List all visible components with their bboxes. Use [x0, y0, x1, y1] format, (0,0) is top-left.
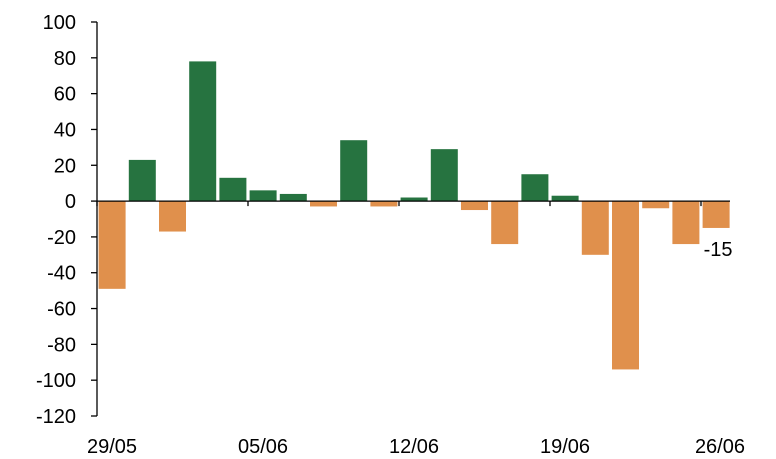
bar-17	[612, 201, 639, 370]
data-labels: -15	[704, 239, 733, 261]
bar-2	[159, 201, 186, 232]
bar-18	[642, 201, 670, 209]
bar-3	[189, 61, 217, 202]
bar-1	[128, 159, 156, 202]
bar-7	[310, 201, 337, 207]
y-tick-label: -60	[47, 299, 76, 321]
y-tick-label: 40	[54, 119, 76, 141]
y-tick-label: -100	[36, 370, 76, 392]
x-tick-label: 29/05	[87, 436, 137, 458]
bar-6	[279, 193, 307, 202]
x-tick-label: 26/06	[695, 436, 745, 458]
bar-20	[702, 201, 730, 228]
bar-14	[521, 174, 549, 202]
x-tick-label: 05/06	[238, 436, 288, 458]
bar-5	[249, 190, 277, 202]
y-tick-label: -120	[36, 406, 76, 428]
y-tick-label: 60	[54, 84, 76, 106]
bar-16	[581, 201, 609, 255]
x-tick-label: 12/06	[389, 436, 439, 458]
x-axis-labels: 29/05 05/06 12/06 19/06 26/06	[87, 436, 745, 458]
y-tick-label: 20	[54, 155, 76, 177]
zero-line	[96, 200, 730, 207]
bar-10	[400, 197, 428, 202]
y-tick-label: 0	[65, 191, 76, 213]
y-tick-label: -40	[47, 263, 76, 285]
y-tick-label: -20	[47, 227, 76, 249]
data-label: -15	[704, 239, 733, 261]
y-tick-label: 80	[54, 48, 76, 70]
x-tick-label: 19/06	[540, 436, 590, 458]
bar-19	[672, 201, 700, 245]
bar-4	[219, 177, 247, 202]
y-tick-label: -80	[47, 334, 76, 356]
bar-11	[430, 149, 458, 202]
y-axis: 100 80 60 40 20 0 -20 -40 -60 -80 -100 -120	[36, 12, 98, 428]
bar-13	[491, 201, 519, 245]
bar-9	[370, 201, 398, 207]
bar-15	[551, 195, 579, 202]
bar-12	[461, 201, 488, 211]
bars	[98, 61, 730, 370]
bar-8	[340, 140, 368, 202]
y-tick-label: 100	[43, 12, 76, 34]
bar-0	[98, 201, 126, 289]
